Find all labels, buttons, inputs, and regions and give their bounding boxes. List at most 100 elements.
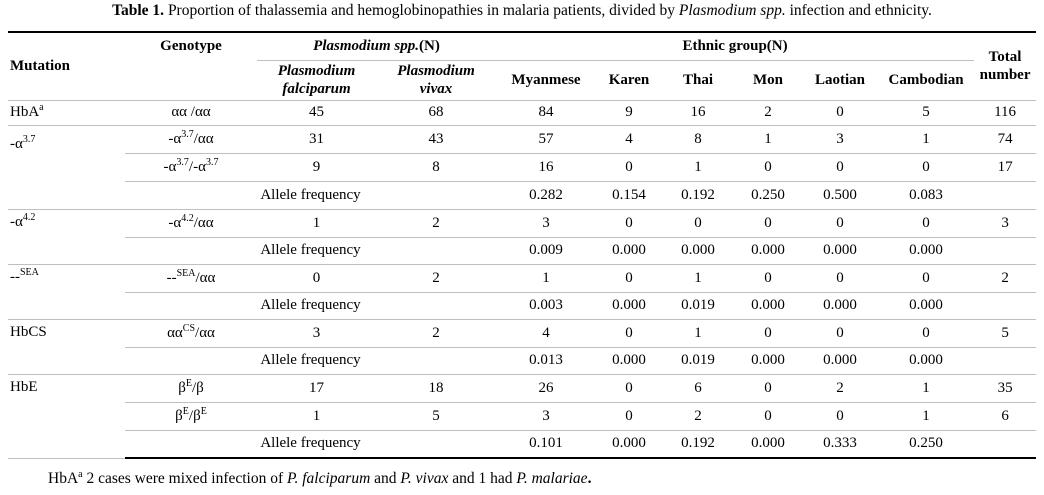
value-cell: 17	[257, 374, 376, 403]
allele-frequency-label: Allele frequency	[125, 347, 496, 375]
mutation-hba-sup: a	[39, 102, 44, 113]
value-cell: 0.000	[734, 347, 802, 375]
header-plasmodium-italic: Plasmodium spp.	[313, 37, 420, 54]
footnote-hba: HbA	[48, 470, 79, 487]
value-cell: 0.000	[662, 237, 734, 265]
value-cell: 0	[802, 100, 878, 126]
header-cambodian: Cambodian	[878, 60, 975, 101]
value-cell: 57	[496, 125, 596, 154]
value-cell: 68	[376, 100, 496, 126]
value-cell: 0	[734, 153, 802, 182]
value-cell: 5	[974, 319, 1037, 348]
table-label: Table 1.	[112, 2, 165, 19]
data-table: Mutation Genotype Plasmodium spp.(N) Eth…	[8, 31, 1037, 459]
mutation-hba-text: HbA	[10, 104, 40, 120]
value-cell: 2	[376, 319, 496, 348]
table-row: -α3.7 -α3.7/αα 31 43 57 4 8 1 3 1 74	[8, 125, 1037, 210]
value-cell: 0.000	[878, 347, 975, 375]
value-cell: 8	[376, 153, 496, 182]
value-cell: 2	[974, 264, 1037, 293]
mutation-a42: -α4.2	[8, 209, 125, 265]
value-cell: 2	[662, 402, 734, 431]
genotype-sup: CS	[182, 322, 196, 334]
mutation-hba: HbAa	[8, 100, 125, 126]
header-myanmese: Myanmese	[496, 60, 596, 101]
genotype-part: /αα	[195, 324, 215, 341]
value-cell: 0.000	[596, 292, 662, 320]
value-cell: 1	[257, 402, 376, 431]
genotype-cell: --SEA/αα	[125, 264, 257, 293]
header-total-line2: number	[979, 67, 1031, 84]
value-cell: 6	[662, 374, 734, 403]
value-cell: 0.101	[496, 430, 596, 459]
genotype-part: /αα	[193, 214, 214, 231]
value-cell: 2	[734, 100, 802, 126]
value-cell: 0.000	[802, 347, 878, 375]
value-cell: 0	[596, 319, 662, 348]
table-row: --SEA --SEA/αα 0 2 1 0 1 0 0 0 2	[8, 264, 1037, 320]
value-cell: 3	[802, 125, 878, 154]
value-cell: 0.000	[596, 237, 662, 265]
value-cell: 0.019	[662, 292, 734, 320]
table-row: Allele frequency 0.009 0.000 0.000 0.000…	[8, 237, 1037, 265]
genotype-part: -α	[168, 214, 182, 231]
header-genotype-blank	[125, 60, 257, 101]
table-row: βE/βE 1 5 3 0 2 0 0 1 6	[8, 402, 1037, 431]
genotype-cell: -α3.7/-α3.7	[125, 153, 257, 182]
value-cell: 35	[974, 374, 1037, 403]
value-cell	[974, 347, 1037, 375]
genotype-part: αα	[167, 324, 183, 341]
value-cell	[974, 181, 1037, 210]
value-cell: 0.250	[734, 181, 802, 210]
allele-frequency-label: Allele frequency	[125, 430, 496, 459]
value-cell: 0	[878, 209, 975, 238]
value-cell: 0.282	[496, 181, 596, 210]
value-cell: 2	[376, 209, 496, 238]
value-cell: 0	[878, 153, 975, 182]
footnote: HbAa 2 cases were mixed infection of P. …	[48, 469, 591, 488]
value-cell: 31	[257, 125, 376, 154]
mutation-sea-text: --	[10, 268, 20, 285]
genotype-part: β	[175, 407, 183, 424]
mutation-a42-text: -α	[10, 213, 23, 230]
value-cell: 0	[596, 374, 662, 403]
genotype-cell: -α3.7/αα	[125, 125, 257, 154]
caption-italic: Plasmodium spp.	[678, 2, 786, 19]
value-cell: 16	[662, 100, 734, 126]
header-total-line1: Total	[988, 49, 1022, 66]
header-falciparum-line2: falciparum	[282, 81, 351, 97]
genotype-cell: ααCS/αα	[125, 319, 257, 348]
genotype-sup: 3.7	[181, 128, 194, 140]
value-cell: 0	[734, 319, 802, 348]
table-row: Allele frequency 0.003 0.000 0.019 0.000…	[8, 292, 1037, 320]
genotype-sup: 3.7	[176, 156, 189, 168]
genotype-part: --	[166, 269, 177, 286]
value-cell: 0.000	[734, 292, 802, 320]
table-row: HbE βE/β 17 18 26 0 6 0 2 1 35	[8, 374, 1037, 459]
genotype-sup: SEA	[176, 267, 196, 279]
genotype-part: /β	[188, 407, 201, 424]
value-cell: 0	[596, 402, 662, 431]
value-cell: 9	[596, 100, 662, 126]
value-cell: 5	[376, 402, 496, 431]
value-cell: 0.013	[496, 347, 596, 375]
header-vivax-line2: vivax	[419, 81, 453, 97]
header-plasmodium-group: Plasmodium spp.(N)	[257, 31, 496, 61]
value-cell: 1	[662, 153, 734, 182]
genotype-sup: 4.2	[181, 212, 194, 224]
value-cell: 1	[878, 374, 975, 403]
footnote-text: 2 cases were mixed infection of	[82, 470, 288, 487]
mutation-a37-text: -α	[10, 135, 23, 152]
table-row: Allele frequency 0.101 0.000 0.192 0.000…	[8, 430, 1037, 459]
value-cell: 8	[662, 125, 734, 154]
value-cell: 0.333	[802, 430, 878, 459]
genotype-cell: βE/βE	[125, 402, 257, 431]
mutation-sea-sup: SEA	[20, 266, 39, 278]
value-cell: 0	[596, 153, 662, 182]
value-cell: 3	[496, 402, 596, 431]
header-laotian: Laotian	[802, 60, 878, 101]
value-cell: 4	[496, 319, 596, 348]
header-ethnic-group: Ethnic group(N)	[496, 31, 975, 61]
mutation-a37-sup: 3.7	[22, 133, 36, 145]
header-genotype: Genotype	[125, 31, 257, 60]
